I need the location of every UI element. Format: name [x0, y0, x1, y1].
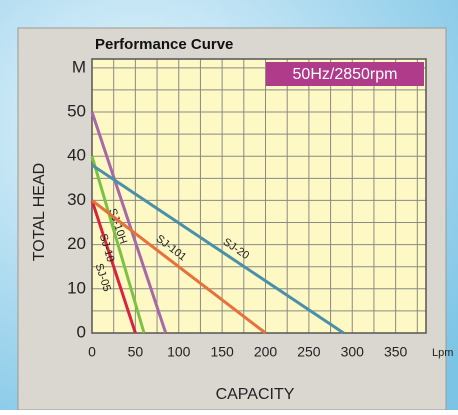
x-tick-label: 100 — [167, 344, 191, 360]
x-tick-label: 200 — [254, 344, 278, 360]
x-tick-label: 0 — [88, 344, 96, 360]
x-tick-label: 350 — [384, 344, 408, 360]
chart: Performance Curve 50Hz/2850rpm TOTAL HEA… — [0, 0, 458, 410]
y-tick-label: 20 — [67, 234, 86, 253]
x-unit: Lpm — [432, 347, 453, 359]
y-tick-label: 10 — [67, 278, 86, 297]
y-tick-label: 50 — [67, 102, 86, 121]
y-tick-label: 40 — [67, 146, 86, 165]
plot-area — [92, 59, 426, 333]
y-tick-label: 30 — [67, 190, 86, 209]
x-tick-label: 250 — [297, 344, 321, 360]
annotation: 50Hz/2850rpm — [293, 66, 398, 83]
chart-title: Performance Curve — [95, 36, 233, 53]
y-tick-label: M — [72, 57, 86, 76]
x-axis-label: CAPACITY — [216, 386, 295, 403]
x-tick-label: 50 — [128, 344, 144, 360]
y-axis-label: TOTAL HEAD — [31, 163, 48, 261]
x-tick-label: 300 — [341, 344, 365, 360]
x-tick-label: 150 — [210, 344, 234, 360]
y-tick-label: 0 — [77, 322, 86, 341]
